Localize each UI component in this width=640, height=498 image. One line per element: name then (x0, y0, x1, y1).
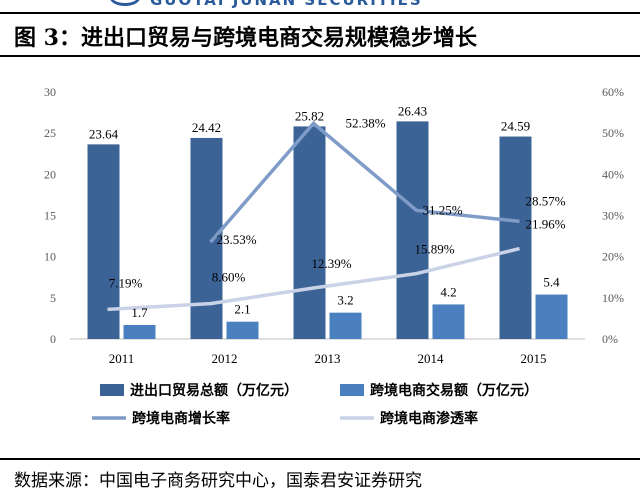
data-label-penetration: 12.39% (311, 256, 351, 271)
data-label-trade: 24.59 (501, 119, 530, 134)
data-label-ecommerce: 5.4 (543, 275, 560, 290)
data-label-growth: 23.53% (216, 232, 256, 247)
data-label-growth: 28.57% (525, 193, 565, 208)
line-penetration-rate (107, 246, 520, 312)
data-label-growth: 31.25% (422, 202, 462, 217)
data-label-trade: 25.82 (295, 108, 324, 123)
bar-ecommerce-volume (123, 325, 156, 339)
y-left-tick-label: 25 (44, 126, 56, 140)
legend-ecommerce-volume-label: 跨境电商交易额（万亿元） (370, 382, 538, 399)
y-right-tick-label: 20% (602, 250, 624, 264)
data-label-ecommerce: 3.2 (337, 293, 353, 308)
data-label-ecommerce: 4.2 (440, 284, 456, 299)
title-top-rule (0, 12, 640, 14)
data-label-trade: 23.64 (89, 126, 119, 141)
x-tick-label: 2012 (212, 351, 238, 366)
bar-ecommerce-volume (535, 294, 568, 339)
y-right-tick-label: 0% (602, 332, 618, 346)
bar-trade-total (396, 121, 429, 339)
y-left-tick-label: 30 (44, 85, 56, 99)
bar-trade-total (499, 136, 532, 339)
x-tick-label: 2013 (315, 351, 341, 366)
source-top-rule (0, 458, 640, 460)
legend-trade-total-swatch (100, 384, 124, 396)
y-right-tick-label: 60% (602, 85, 624, 99)
y-left-tick-label: 5 (50, 291, 56, 305)
data-label-ecommerce: 1.7 (131, 305, 148, 320)
y-right-tick-label: 40% (602, 167, 624, 181)
data-label-trade: 24.42 (192, 120, 221, 135)
brand-logo (110, 0, 140, 6)
data-label-penetration: 7.19% (109, 275, 143, 290)
bar-trade-total (87, 144, 120, 339)
legend-growth-rate-label: 跨境电商增长率 (132, 410, 230, 427)
bar-ecommerce-volume (329, 312, 362, 339)
legend-trade-total-label: 进出口贸易总额（万亿元） (130, 382, 298, 399)
line-growth-rate (209, 120, 520, 244)
source-note: 数据来源：中国电子商务研究中心，国泰君安证券研究 (14, 471, 422, 491)
bar-trade-total (293, 126, 326, 339)
data-label-trade: 26.43 (398, 103, 427, 118)
brand-text: GUOTAI JUNAN SECURITIES (150, 0, 423, 9)
bar-ecommerce-volume (226, 321, 259, 339)
bar-ecommerce-volume (432, 304, 465, 339)
data-label-penetration: 8.60% (212, 270, 246, 285)
data-label-penetration: 21.96% (525, 217, 565, 232)
title-bottom-rule (0, 55, 640, 57)
legend-penetration-rate-label: 跨境电商渗透率 (380, 410, 478, 427)
y-left-tick-label: 10 (44, 250, 56, 264)
y-left-tick-label: 20 (44, 167, 56, 181)
brand-header: GUOTAI JUNAN SECURITIES (0, 0, 640, 10)
data-label-growth: 52.38% (345, 115, 385, 130)
figure-title: 图 3：进出口贸易与跨境电商交易规模稳步增长 (14, 25, 477, 51)
chart: 0 5 10 15 20 25 30 0% 10% 20% 30% 40% 50% 60% 2011 2012… (44, 85, 624, 427)
y-right-tick-label: 30% (602, 209, 624, 223)
data-label-ecommerce: 2.1 (234, 302, 250, 317)
x-tick-label: 2015 (521, 351, 547, 366)
y-left-tick-label: 15 (44, 209, 56, 223)
y-left-tick-label: 0 (50, 332, 56, 346)
legend-ecommerce-volume-swatch (340, 384, 364, 396)
x-tick-label: 2014 (418, 351, 445, 366)
y-right-tick-label: 50% (602, 126, 624, 140)
y-right-tick-label: 10% (602, 291, 624, 305)
x-tick-label: 2011 (109, 351, 135, 366)
data-label-penetration: 15.89% (414, 242, 454, 257)
